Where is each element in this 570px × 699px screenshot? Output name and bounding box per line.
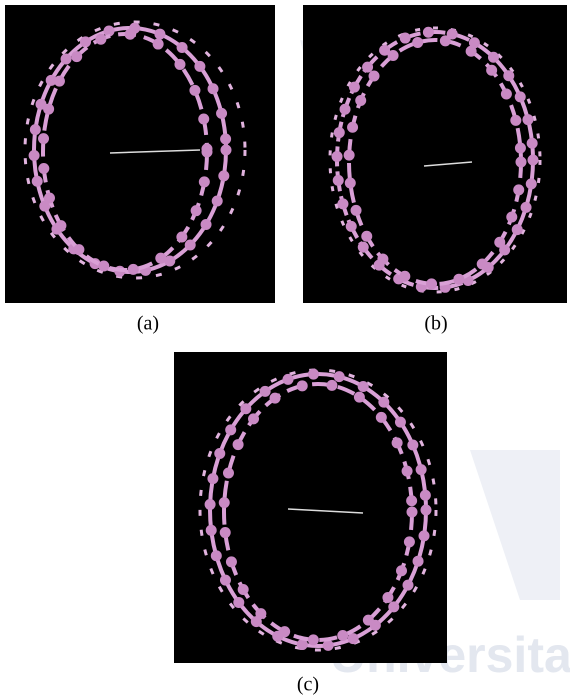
caption: (a): [137, 313, 159, 335]
page: {"figure": {"panels": [{"caption": "(a)"…: [0, 0, 570, 699]
caption: (c): [297, 674, 319, 696]
panel-b-image: [303, 5, 567, 303]
caption: (b): [424, 313, 447, 335]
figure: Universitas N (a) (b) (c): [0, 0, 570, 699]
panel-a-image: [5, 5, 275, 303]
panel-c-image: [174, 352, 447, 663]
